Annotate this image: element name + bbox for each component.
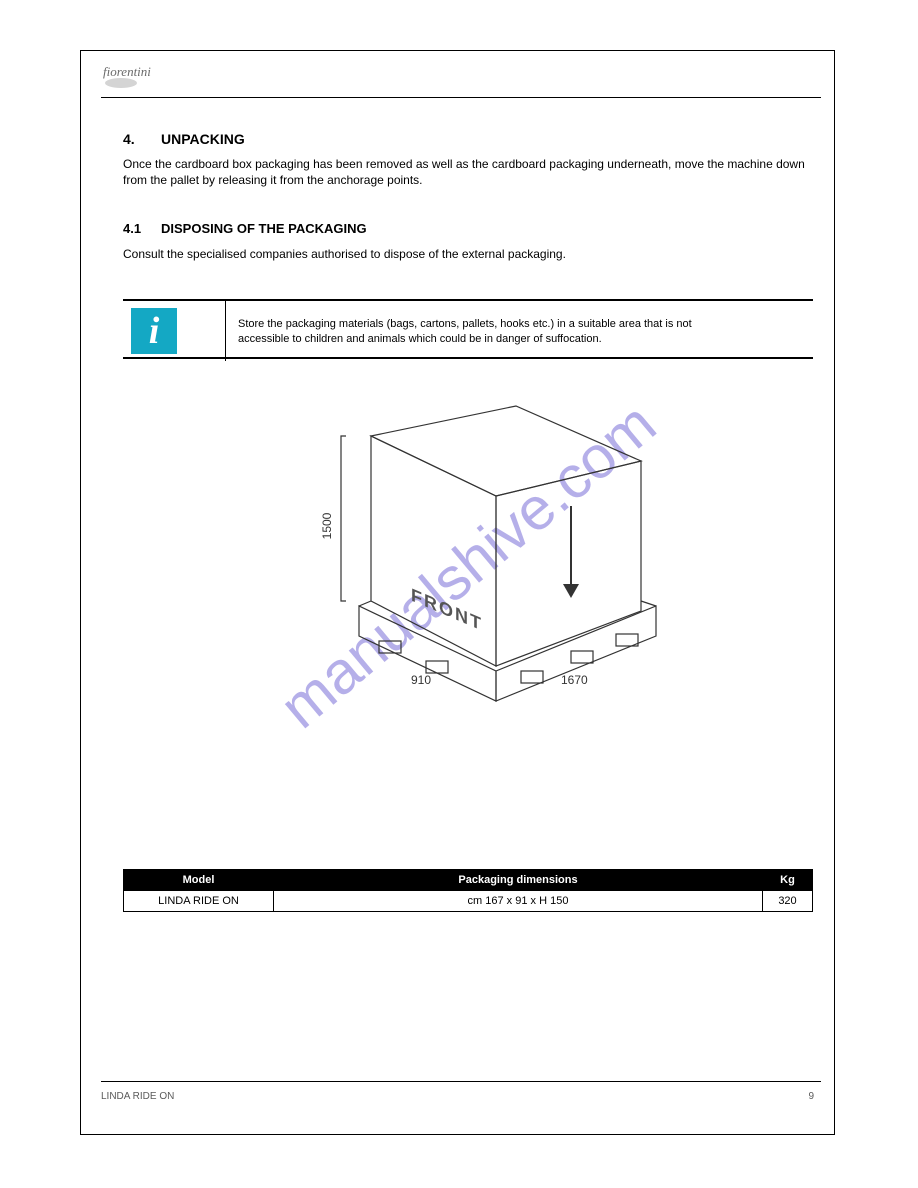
dim-height: 1500 bbox=[320, 512, 334, 539]
info-icon: i bbox=[131, 308, 177, 354]
section-4-title: UNPACKING bbox=[161, 131, 245, 147]
info-icon-glyph: i bbox=[149, 309, 160, 353]
header-rule bbox=[101, 97, 821, 98]
section-4-number: 4. bbox=[123, 131, 135, 147]
info-text: Store the packaging materials (bags, car… bbox=[238, 317, 798, 347]
footer-rule bbox=[101, 1081, 821, 1082]
page-border: fiorentini 4. UNPACKING Once the cardboa… bbox=[80, 50, 835, 1135]
dim-length: 1670 bbox=[561, 673, 588, 687]
info-line2: accessible to children and animals which… bbox=[238, 333, 602, 345]
cell-model: LINDA RIDE ON bbox=[124, 891, 274, 912]
col-header-kg: Kg bbox=[763, 870, 813, 891]
col-header-model: Model bbox=[124, 870, 274, 891]
footer-left: LINDA RIDE ON bbox=[101, 1091, 174, 1102]
logo-text: fiorentini bbox=[103, 64, 151, 79]
table-header-row: Model Packaging dimensions Kg bbox=[124, 870, 813, 891]
section-4-1-title: DISPOSING OF THE PACKAGING bbox=[161, 221, 367, 236]
logo: fiorentini bbox=[101, 63, 166, 91]
info-line1: Store the packaging materials (bags, car… bbox=[238, 318, 692, 330]
section-4-1-para: Consult the specialised companies author… bbox=[123, 246, 813, 262]
info-callout: i Store the packaging materials (bags, c… bbox=[123, 299, 813, 359]
cell-dimensions: cm 167 x 91 x H 150 bbox=[274, 891, 763, 912]
pallet-diagram: 1500 FRONT 910 1670 bbox=[271, 386, 691, 746]
section-4-para: Once the cardboard box packaging has bee… bbox=[123, 156, 813, 188]
table-row: LINDA RIDE ON cm 167 x 91 x H 150 320 bbox=[124, 891, 813, 912]
cell-kg: 320 bbox=[763, 891, 813, 912]
col-header-dimensions: Packaging dimensions bbox=[274, 870, 763, 891]
info-divider bbox=[225, 301, 226, 361]
section-4-1-number: 4.1 bbox=[123, 221, 141, 236]
packaging-table: Model Packaging dimensions Kg LINDA RIDE… bbox=[123, 869, 813, 912]
footer-page-number: 9 bbox=[808, 1091, 814, 1102]
dim-width: 910 bbox=[411, 673, 431, 687]
